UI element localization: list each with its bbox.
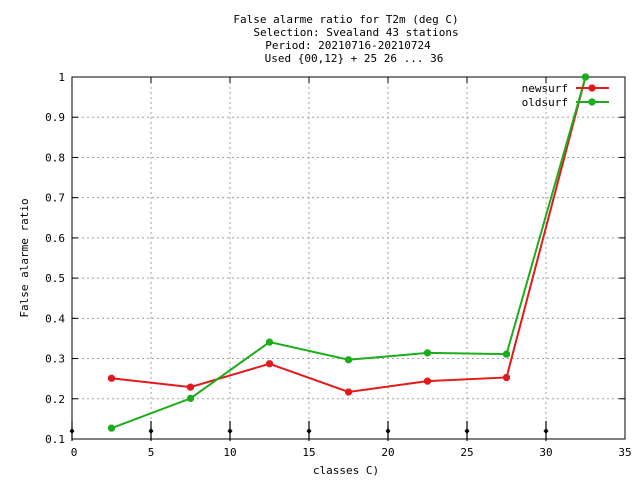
series-line	[111, 76, 587, 393]
data-point	[266, 338, 273, 346]
series-oldsurf	[108, 73, 589, 432]
title-line-1: False alarme ratio for T2m (deg C)	[233, 13, 458, 26]
y-tick-label: 0.7	[45, 192, 65, 205]
x-tick-label: 5	[148, 446, 155, 459]
title-line-3: Period: 20210716-20210724	[265, 39, 431, 52]
y-tick-label: 0.4	[45, 312, 65, 325]
y-tick-label: 0.1	[45, 433, 65, 446]
y-tick-label: 0.8	[45, 151, 65, 164]
data-point	[345, 388, 352, 396]
series-line	[111, 76, 587, 430]
x-tick-label: 30	[539, 446, 552, 459]
grid	[72, 77, 625, 439]
legend-label: oldsurf	[522, 96, 568, 109]
data-point	[503, 350, 510, 358]
class-marker-point	[385, 427, 391, 434]
x-tick-label: 35	[618, 446, 631, 459]
x-tick-label: 15	[302, 446, 315, 459]
data-point	[108, 424, 115, 432]
class-marker-point	[543, 427, 549, 434]
class-marker-point	[148, 427, 154, 434]
y-tick-label: 0.3	[45, 353, 65, 366]
y-tick-label: 0.9	[45, 111, 65, 124]
data-point	[503, 373, 510, 381]
class-marker-point	[464, 427, 470, 434]
y-tick-label: 0.5	[45, 272, 65, 285]
data-point	[345, 356, 352, 364]
series	[108, 73, 589, 432]
data-point	[187, 394, 194, 402]
data-point	[108, 374, 115, 382]
x-axis-label: classes C)	[313, 464, 379, 477]
axes: 0.10.20.30.40.50.60.70.80.910 5 10 15 20 25 30…	[45, 71, 632, 459]
data-point	[424, 349, 431, 357]
title-line-4: Used {00,12} + 25 26 ... 36	[265, 52, 444, 65]
data-point	[588, 98, 596, 106]
y-tick-label: 0.6	[45, 232, 65, 245]
data-point	[266, 360, 273, 368]
x-tick-label: 10	[223, 446, 236, 459]
chart-title: False alarme ratio for T2m (deg C) Selec…	[233, 13, 458, 65]
y-tick-label: 1	[58, 71, 65, 84]
class-marker-point	[227, 427, 233, 434]
x-tick-label: 0	[71, 446, 78, 459]
data-point	[582, 73, 589, 81]
class-marker-point	[69, 427, 75, 434]
data-point	[424, 377, 431, 385]
data-point	[588, 84, 596, 92]
series-newsurf	[108, 73, 589, 396]
data-point	[187, 383, 194, 391]
title-line-2: Selection: Svealand 43 stations	[253, 26, 458, 39]
legend-label: newsurf	[522, 82, 568, 95]
plot-frame	[71, 76, 626, 440]
x-tick-label: 25	[460, 446, 473, 459]
y-axis-label: False alarme ratio	[18, 198, 31, 317]
y-tick-label: 0.2	[45, 393, 65, 406]
x-tick-label: 20	[381, 446, 394, 459]
class-marker-point	[306, 427, 312, 434]
